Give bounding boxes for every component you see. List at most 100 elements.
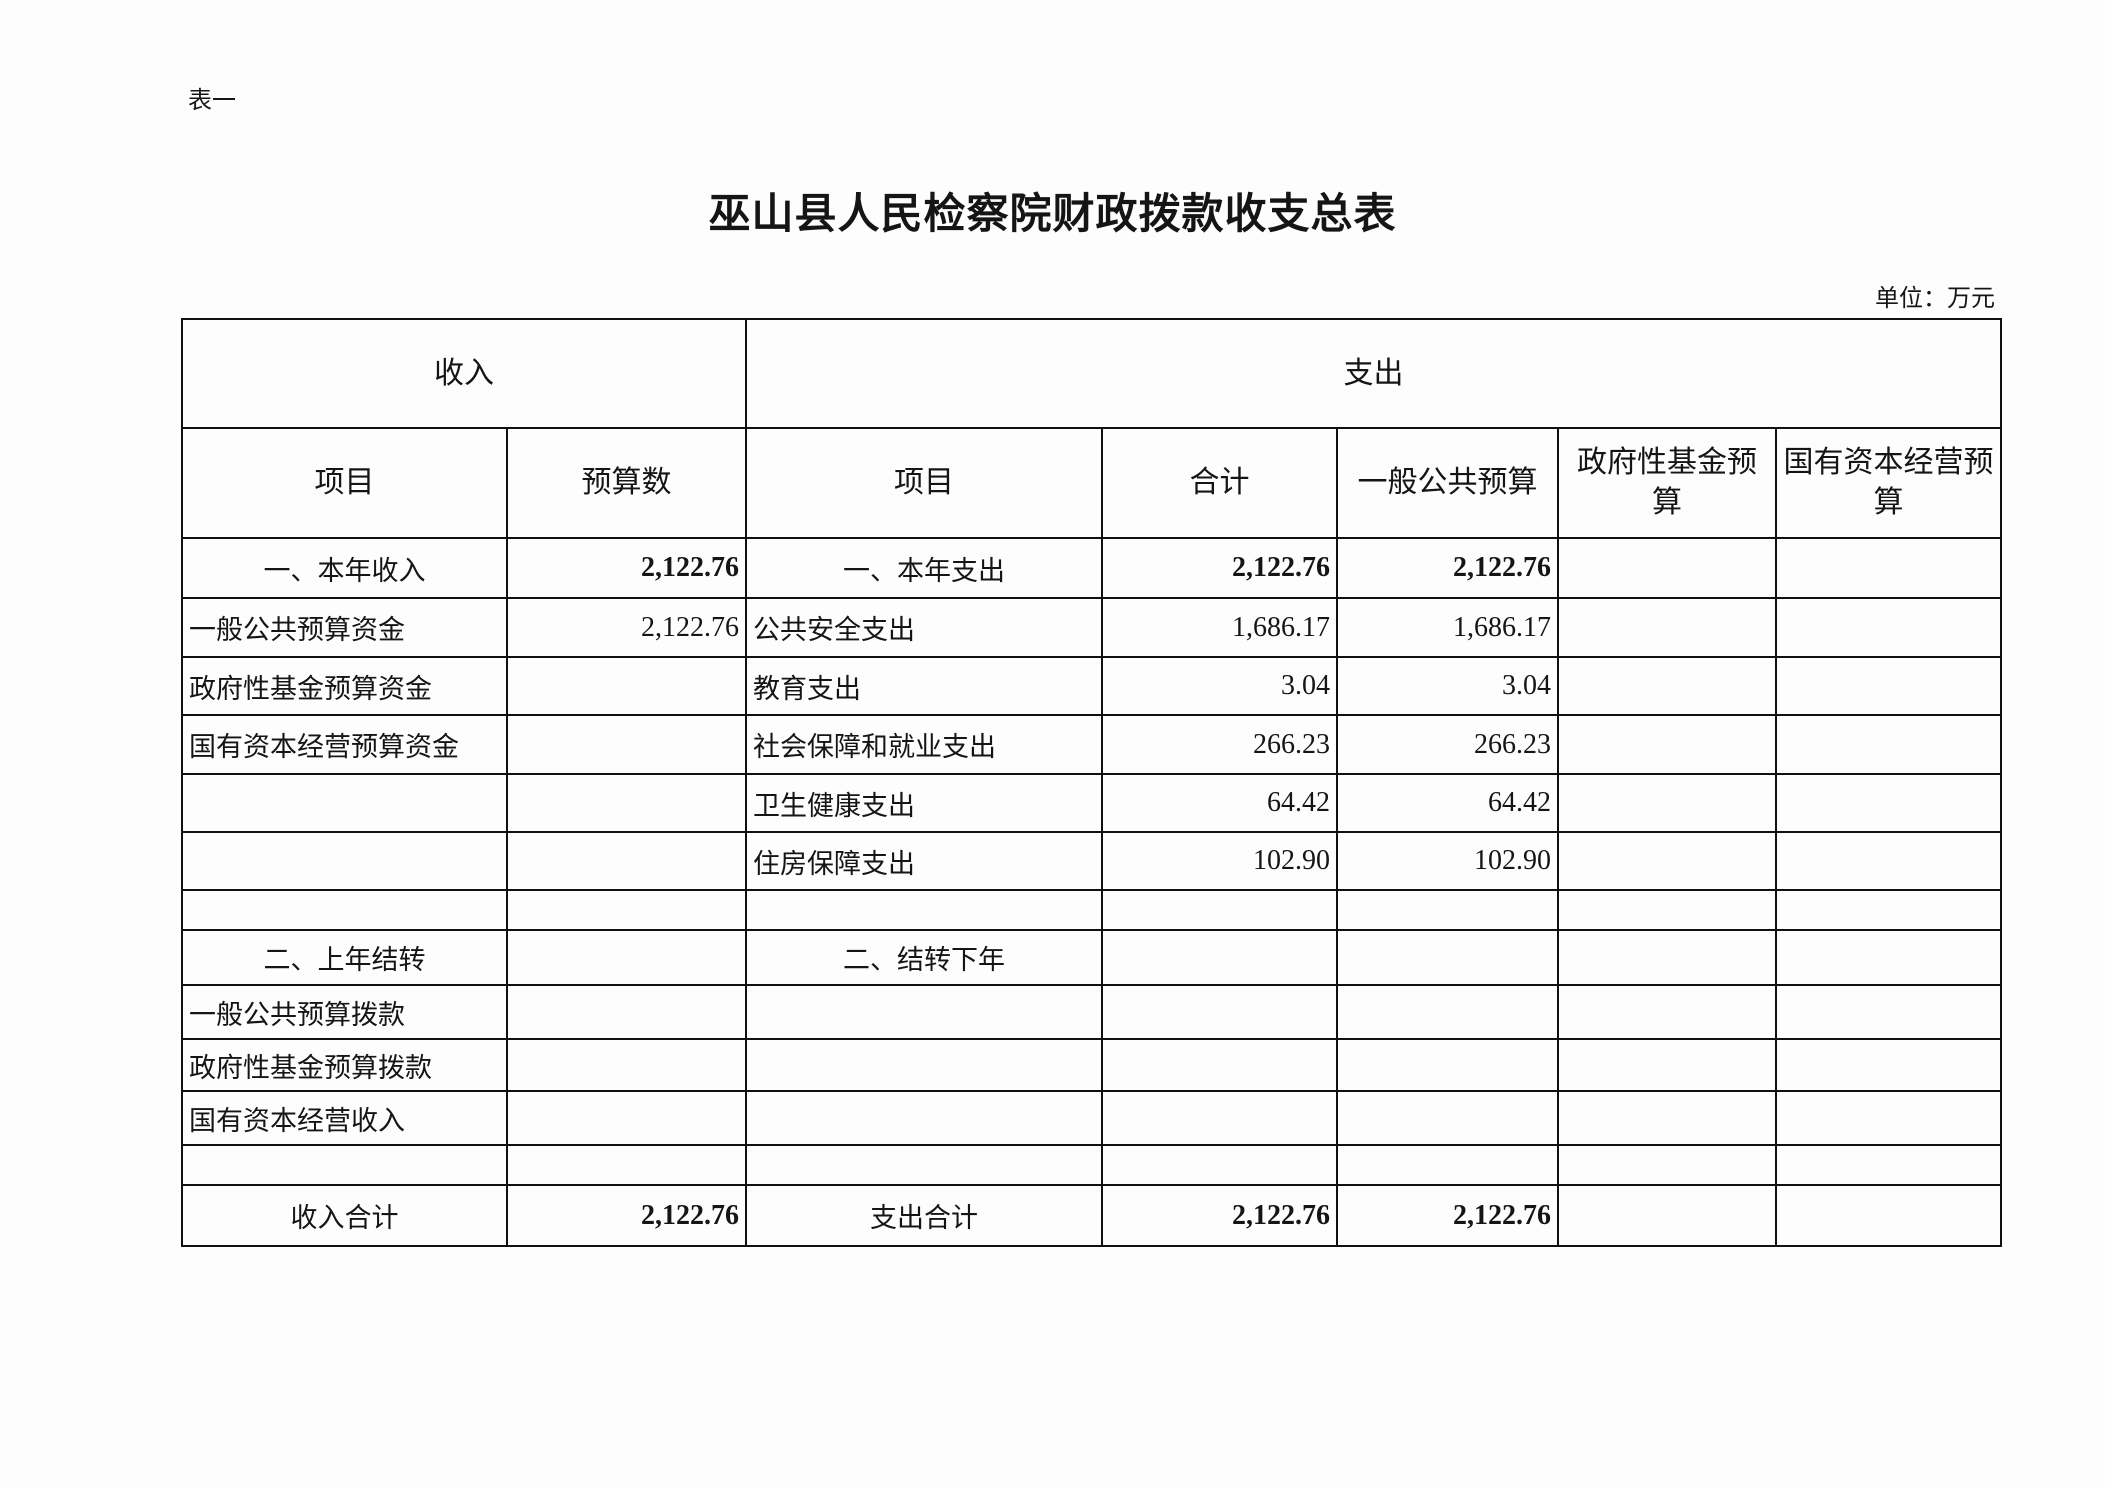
cell-income-budget bbox=[506, 1144, 747, 1186]
cell-income-item bbox=[181, 889, 508, 931]
cell-state-capital-budget bbox=[1774, 773, 2003, 833]
table-row: 二、上年结转 二、结转下年 bbox=[181, 929, 2003, 986]
table-row bbox=[181, 1144, 2003, 1186]
table-row bbox=[181, 889, 2003, 931]
table-row: 国有资本经营预算资金 社会保障和就业支出 266.23 266.23 bbox=[181, 714, 2003, 775]
table-row: 一、本年收入 2,122.76 一、本年支出 2,122.76 2,122.76 bbox=[181, 537, 2003, 599]
cell-income-item bbox=[181, 1144, 508, 1186]
table-row: 政府性基金预算资金 教育支出 3.04 3.04 bbox=[181, 656, 2003, 716]
cell-income-item bbox=[181, 831, 508, 891]
cell-income-budget bbox=[506, 984, 747, 1040]
cell-income-budget bbox=[506, 714, 747, 775]
cell-general-budget bbox=[1336, 1038, 1559, 1092]
cell-gov-fund-budget bbox=[1557, 1184, 1777, 1247]
cell-expense-item: 公共安全支出 bbox=[745, 597, 1103, 658]
cell-income-item: 一般公共预算拨款 bbox=[181, 984, 508, 1040]
cell-total: 266.23 bbox=[1101, 714, 1338, 775]
cell-gov-fund-budget bbox=[1557, 597, 1777, 658]
cell-gov-fund-budget bbox=[1557, 773, 1777, 833]
cell-gov-fund-budget bbox=[1557, 1038, 1777, 1092]
cell-total: 2,122.76 bbox=[1101, 537, 1338, 599]
cell-gov-fund-budget bbox=[1557, 714, 1777, 775]
cell-state-capital-budget bbox=[1774, 714, 2003, 775]
cell-state-capital-budget bbox=[1774, 929, 2003, 986]
cell-income-item: 政府性基金预算拨款 bbox=[181, 1038, 508, 1092]
cell-expense-item: 社会保障和就业支出 bbox=[745, 714, 1103, 775]
cell-general-budget: 3.04 bbox=[1336, 656, 1559, 716]
cell-income-item: 一般公共预算资金 bbox=[181, 597, 508, 658]
cell-total: 102.90 bbox=[1101, 831, 1338, 891]
cell-gov-fund-budget bbox=[1557, 984, 1777, 1040]
cell-total bbox=[1101, 1144, 1338, 1186]
col-expense-item: 项目 bbox=[745, 427, 1103, 539]
cell-general-budget bbox=[1336, 929, 1559, 986]
column-header-row: 项目 预算数 项目 合计 一般公共预算 政府性基金预算 国有资本经营预算 bbox=[181, 427, 2003, 539]
cell-general-budget: 2,122.76 bbox=[1336, 537, 1559, 599]
col-income-item: 项目 bbox=[181, 427, 508, 539]
cell-state-capital-budget bbox=[1774, 1144, 2003, 1186]
col-gov-fund-budget: 政府性基金预算 bbox=[1557, 427, 1777, 539]
cell-income-item: 二、上年结转 bbox=[181, 929, 508, 986]
cell-expense-item: 教育支出 bbox=[745, 656, 1103, 716]
col-income-budget: 预算数 bbox=[506, 427, 747, 539]
cell-total bbox=[1101, 889, 1338, 931]
cell-income-item: 政府性基金预算资金 bbox=[181, 656, 508, 716]
cell-general-budget bbox=[1336, 1144, 1559, 1186]
income-header: 收入 bbox=[181, 318, 747, 429]
cell-gov-fund-budget bbox=[1557, 831, 1777, 891]
cell-income-budget: 2,122.76 bbox=[506, 537, 747, 599]
cell-income-item: 国有资本经营收入 bbox=[181, 1090, 508, 1146]
cell-expense-item: 支出合计 bbox=[745, 1184, 1103, 1247]
col-total: 合计 bbox=[1101, 427, 1338, 539]
cell-gov-fund-budget bbox=[1557, 1144, 1777, 1186]
cell-expense-item: 住房保障支出 bbox=[745, 831, 1103, 891]
cell-state-capital-budget bbox=[1774, 1090, 2003, 1146]
cell-general-budget: 64.42 bbox=[1336, 773, 1559, 833]
cell-income-budget bbox=[506, 929, 747, 986]
table-row: 收入合计 2,122.76 支出合计 2,122.76 2,122.76 bbox=[181, 1184, 2003, 1247]
cell-general-budget bbox=[1336, 1090, 1559, 1146]
cell-state-capital-budget bbox=[1774, 656, 2003, 716]
cell-income-item: 收入合计 bbox=[181, 1184, 508, 1247]
cell-income-budget bbox=[506, 773, 747, 833]
cell-income-budget bbox=[506, 889, 747, 931]
cell-income-item: 国有资本经营预算资金 bbox=[181, 714, 508, 775]
cell-gov-fund-budget bbox=[1557, 1090, 1777, 1146]
cell-gov-fund-budget bbox=[1557, 656, 1777, 716]
cell-income-budget bbox=[506, 1038, 747, 1092]
cell-expense-item bbox=[745, 984, 1103, 1040]
header-group-row: 收入 支出 bbox=[181, 318, 2003, 429]
cell-total bbox=[1101, 1090, 1338, 1146]
cell-gov-fund-budget bbox=[1557, 929, 1777, 986]
cell-total: 1,686.17 bbox=[1101, 597, 1338, 658]
cell-state-capital-budget bbox=[1774, 889, 2003, 931]
cell-expense-item bbox=[745, 1090, 1103, 1146]
cell-general-budget: 102.90 bbox=[1336, 831, 1559, 891]
cell-total bbox=[1101, 1038, 1338, 1092]
table-row: 国有资本经营收入 bbox=[181, 1090, 2003, 1146]
cell-state-capital-budget bbox=[1774, 537, 2003, 599]
unit-label: 单位：万元 bbox=[1875, 284, 1995, 312]
cell-income-budget: 2,122.76 bbox=[506, 1184, 747, 1247]
cell-expense-item: 一、本年支出 bbox=[745, 537, 1103, 599]
cell-state-capital-budget bbox=[1774, 984, 2003, 1040]
cell-income-budget bbox=[506, 831, 747, 891]
cell-gov-fund-budget bbox=[1557, 889, 1777, 931]
cell-expense-item: 卫生健康支出 bbox=[745, 773, 1103, 833]
page-title: 巫山县人民检察院财政拨款收支总表 bbox=[708, 189, 1397, 238]
cell-state-capital-budget bbox=[1774, 1184, 2003, 1247]
cell-general-budget: 2,122.76 bbox=[1336, 1184, 1559, 1247]
cell-income-item bbox=[181, 773, 508, 833]
cell-total: 2,122.76 bbox=[1101, 1184, 1338, 1247]
cell-total: 64.42 bbox=[1101, 773, 1338, 833]
cell-general-budget: 1,686.17 bbox=[1336, 597, 1559, 658]
budget-table: 收入 支出 项目 预算数 项目 合计 一般公共预算 政府性基金预算 国有资本经营… bbox=[181, 318, 2003, 1247]
expense-header: 支出 bbox=[744, 318, 2003, 429]
cell-income-budget bbox=[506, 1090, 747, 1146]
table-row: 一般公共预算资金 2,122.76 公共安全支出 1,686.17 1,686.17 bbox=[181, 597, 2003, 658]
cell-expense-item bbox=[745, 889, 1103, 931]
cell-expense-item bbox=[745, 1144, 1103, 1186]
cell-gov-fund-budget bbox=[1557, 537, 1777, 599]
cell-state-capital-budget bbox=[1774, 597, 2003, 658]
cell-expense-item: 二、结转下年 bbox=[745, 929, 1103, 986]
